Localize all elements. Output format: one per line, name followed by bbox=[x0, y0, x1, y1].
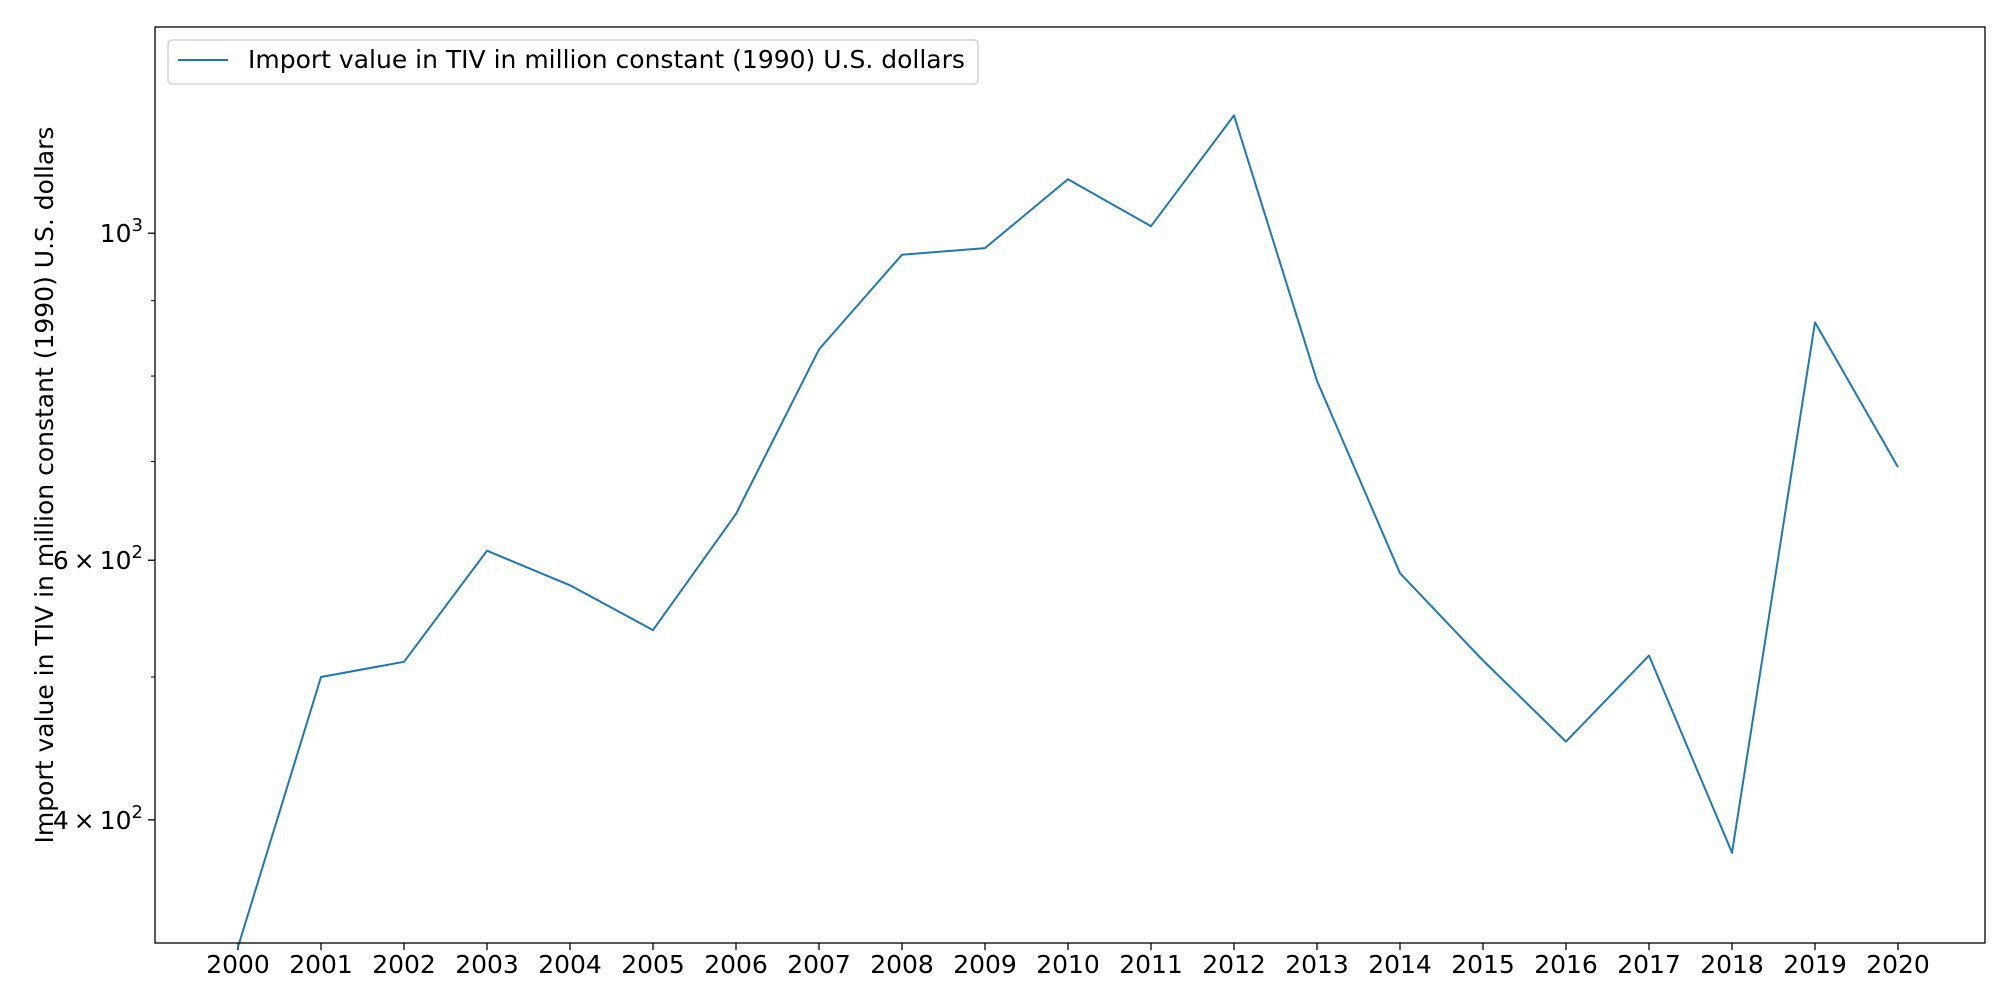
x-tick-label: 2004 bbox=[538, 950, 602, 979]
series-line bbox=[237, 114, 1899, 948]
x-tick-label: 2011 bbox=[1119, 950, 1183, 979]
x-tick-label: 2000 bbox=[206, 950, 270, 979]
x-axis-ticks: 2000 2001 2002 2003 2004 2005 2006 2007 2008 2009… bbox=[206, 943, 1930, 979]
x-tick-label: 2017 bbox=[1617, 950, 1681, 979]
x-tick-label: 2015 bbox=[1451, 950, 1515, 979]
x-tick-label: 2014 bbox=[1368, 950, 1432, 979]
y-tick-label: 103 bbox=[100, 215, 143, 248]
x-tick-label: 2012 bbox=[1202, 950, 1266, 979]
x-tick-label: 2005 bbox=[621, 950, 685, 979]
x-tick-label: 2013 bbox=[1285, 950, 1349, 979]
x-tick-label: 2008 bbox=[870, 950, 934, 979]
y-tick-label: 4 × 102 bbox=[53, 802, 143, 835]
legend-box bbox=[167, 39, 979, 85]
y-minor-ticks bbox=[151, 300, 155, 678]
x-tick-label: 2001 bbox=[289, 950, 353, 979]
x-tick-label: 2018 bbox=[1700, 950, 1764, 979]
x-tick-label: 2006 bbox=[704, 950, 768, 979]
plot-frame bbox=[154, 26, 1986, 944]
x-tick-label: 2007 bbox=[787, 950, 851, 979]
x-tick-label: 2002 bbox=[372, 950, 436, 979]
x-tick-label: 2009 bbox=[953, 950, 1017, 979]
x-tick-label: 2016 bbox=[1534, 950, 1598, 979]
x-tick-label: 2019 bbox=[1783, 950, 1847, 979]
x-tick-label: 2003 bbox=[455, 950, 519, 979]
x-tick-label: 2020 bbox=[1866, 950, 1930, 979]
legend: Import value in TIV in million constant … bbox=[167, 39, 979, 85]
plot-area bbox=[155, 27, 1985, 943]
legend-label: Import value in TIV in million constant … bbox=[248, 45, 965, 74]
y-tick-label: 6 × 102 bbox=[53, 542, 143, 575]
y-axis-ticks: 4 × 102 6 × 102 103 bbox=[53, 215, 155, 835]
y-axis-title: Import value in TIV in million constant … bbox=[30, 127, 59, 844]
x-tick-label: 2010 bbox=[1036, 950, 1100, 979]
